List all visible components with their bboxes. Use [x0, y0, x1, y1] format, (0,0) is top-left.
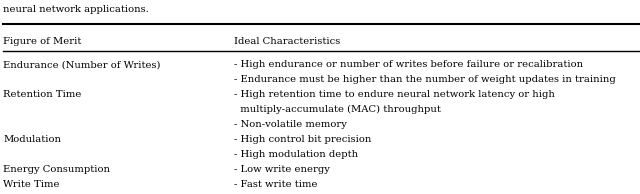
Text: Retention Time: Retention Time	[3, 90, 81, 99]
Text: multiply-accumulate (MAC) throughput: multiply-accumulate (MAC) throughput	[234, 105, 440, 114]
Text: Modulation: Modulation	[3, 135, 61, 144]
Text: - Fast write time: - Fast write time	[234, 180, 317, 189]
Text: Write Time: Write Time	[3, 180, 60, 189]
Text: - Endurance must be higher than the number of weight updates in training: - Endurance must be higher than the numb…	[234, 75, 615, 84]
Text: neural network applications.: neural network applications.	[3, 5, 149, 14]
Text: Ideal Characteristics: Ideal Characteristics	[234, 37, 340, 46]
Text: - High modulation depth: - High modulation depth	[234, 150, 358, 159]
Text: Figure of Merit: Figure of Merit	[3, 37, 81, 46]
Text: - Non-volatile memory: - Non-volatile memory	[234, 120, 346, 129]
Text: Endurance (Number of Writes): Endurance (Number of Writes)	[3, 60, 161, 69]
Text: - High endurance or number of writes before failure or recalibration: - High endurance or number of writes bef…	[234, 60, 583, 69]
Text: Energy Consumption: Energy Consumption	[3, 165, 110, 174]
Text: - High retention time to endure neural network latency or high: - High retention time to endure neural n…	[234, 90, 554, 99]
Text: - High control bit precision: - High control bit precision	[234, 135, 371, 144]
Text: - Low write energy: - Low write energy	[234, 165, 330, 174]
